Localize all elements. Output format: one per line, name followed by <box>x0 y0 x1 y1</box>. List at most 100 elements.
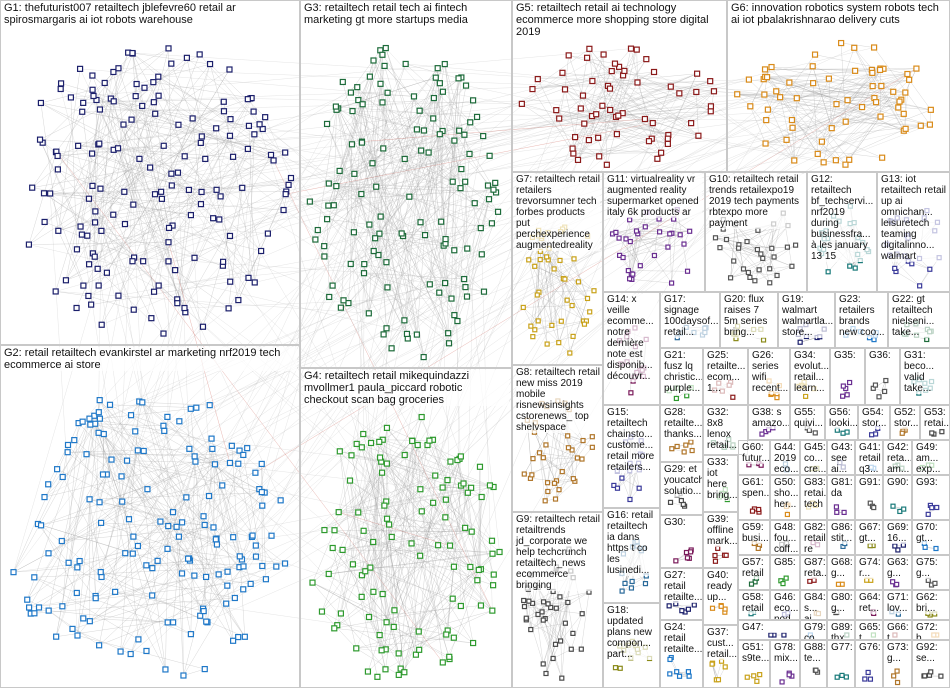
edge <box>445 77 462 244</box>
edge <box>479 466 482 606</box>
edge <box>99 71 114 110</box>
edge <box>55 400 100 637</box>
edge <box>541 611 562 679</box>
group-box: G65: t... <box>855 620 883 640</box>
edge <box>771 66 846 165</box>
group-label: G72: b... <box>916 622 947 639</box>
group-box: G41: retail q3... <box>855 440 883 475</box>
edge <box>104 82 134 205</box>
edge <box>457 460 482 570</box>
group-box: G19: walmart walmartla... store... <box>778 292 835 348</box>
edge <box>636 230 660 233</box>
edge <box>358 472 383 513</box>
group-label: G5: retailtech retail ai technology ecom… <box>516 2 724 38</box>
group-label: G6: innovation robotics system robots te… <box>731 2 947 26</box>
edge <box>749 258 763 278</box>
edge <box>55 151 173 226</box>
group-label: G73: g... <box>887 642 909 664</box>
group-box: G54: stor... <box>858 405 890 440</box>
edge <box>335 106 478 118</box>
edge <box>65 211 96 281</box>
edge <box>83 272 108 286</box>
edge <box>379 130 443 234</box>
group-label: G1: thefuturist007 retailtech jblefevre6… <box>4 2 297 26</box>
edge <box>418 580 478 632</box>
group-label: G27: retail retailte... <box>664 570 703 603</box>
edge <box>534 320 584 330</box>
group-label: G78: mix... <box>774 642 798 664</box>
edge <box>572 57 588 149</box>
edge <box>764 94 906 130</box>
edge <box>92 75 186 313</box>
edge <box>796 73 908 99</box>
edge <box>382 102 444 246</box>
group-box: G12: retailtech bf_techservi... nrf2019 … <box>807 172 877 292</box>
edge <box>334 440 413 531</box>
group-label: G30: <box>664 517 700 528</box>
edge <box>571 613 583 650</box>
group-box: G4: retailtech retail mikequindazzi mvol… <box>300 368 512 688</box>
edge <box>101 522 177 528</box>
edge <box>133 536 195 576</box>
edge <box>611 48 632 72</box>
edge <box>65 242 169 281</box>
edge <box>386 181 466 263</box>
edge <box>98 450 139 646</box>
edge <box>380 83 424 358</box>
edge <box>206 576 251 585</box>
edge <box>336 185 455 251</box>
group-box: G86: stit... <box>827 520 855 555</box>
edge <box>76 227 170 250</box>
edge <box>381 472 466 529</box>
edge <box>545 618 561 642</box>
edge <box>135 431 251 585</box>
edge <box>336 185 408 339</box>
edge <box>792 70 856 128</box>
edge <box>113 101 155 292</box>
edge <box>369 76 387 329</box>
edge <box>526 603 549 619</box>
edge <box>592 115 669 136</box>
edge <box>618 237 641 266</box>
edge <box>530 278 564 327</box>
edge <box>43 69 230 194</box>
group-label: G55: quivi... <box>794 407 823 429</box>
edge <box>572 63 616 149</box>
edge <box>203 448 213 612</box>
edge <box>92 101 224 187</box>
edge <box>385 444 418 670</box>
edge <box>50 191 287 194</box>
group-box: G29: et youcatch solutio... <box>660 462 703 515</box>
edge <box>356 637 454 649</box>
group-box: G85: <box>770 555 800 590</box>
group-label: G90: <box>887 477 909 488</box>
edge <box>762 225 789 259</box>
edge <box>67 452 228 586</box>
edge <box>607 80 711 87</box>
group-box: G59: busi... <box>738 520 770 555</box>
edge <box>631 279 672 284</box>
group-box: G38: s amazo... <box>748 405 790 440</box>
edge <box>100 450 139 573</box>
edge <box>440 130 443 222</box>
edge <box>342 549 500 553</box>
edge <box>478 496 482 570</box>
group-label: G84: s... ai... <box>804 592 826 619</box>
edge <box>554 268 595 291</box>
edge <box>599 91 715 157</box>
edge <box>381 461 493 611</box>
edge <box>640 231 660 266</box>
edge <box>363 433 500 553</box>
edge <box>349 480 471 568</box>
group-label: G50: sho... her... <box>774 477 799 510</box>
group-box: G49: am... exp... <box>912 440 950 475</box>
group-box: G69: 16... <box>883 520 912 555</box>
edge <box>27 418 90 600</box>
edge <box>571 449 574 479</box>
edge <box>433 91 444 119</box>
edge <box>592 80 668 145</box>
edge <box>618 111 711 116</box>
edge <box>385 47 422 151</box>
edge <box>118 68 163 199</box>
edge <box>28 151 57 245</box>
